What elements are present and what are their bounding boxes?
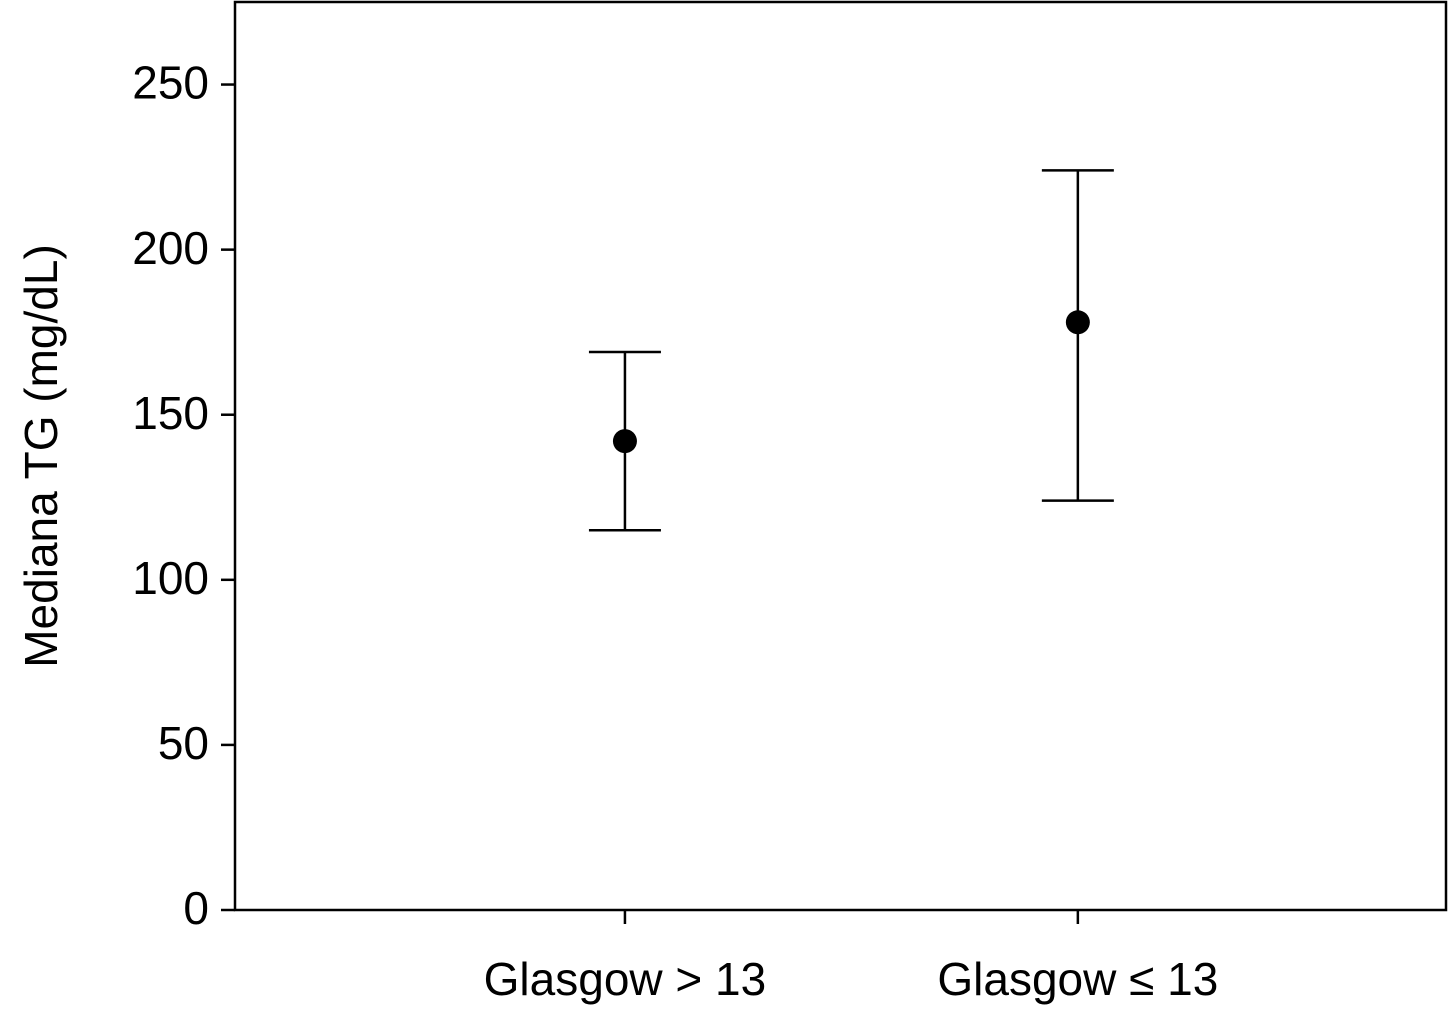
y-tick-label: 100 <box>132 552 209 604</box>
y-tick-label: 250 <box>132 57 209 109</box>
point <box>612 429 637 454</box>
y-tick-label: 0 <box>183 882 209 934</box>
y-axis-label: Mediana TG (mg/dL) <box>15 244 67 668</box>
x-tick-label: Glasgow > 13 <box>484 953 767 1005</box>
point <box>1065 310 1090 335</box>
y-tick-label: 150 <box>132 387 209 439</box>
y-tick-label: 50 <box>158 717 209 769</box>
x-tick-label: Glasgow ≤ 13 <box>937 953 1218 1005</box>
plot-frame <box>233 0 1448 912</box>
y-tick-label: 200 <box>132 222 209 274</box>
